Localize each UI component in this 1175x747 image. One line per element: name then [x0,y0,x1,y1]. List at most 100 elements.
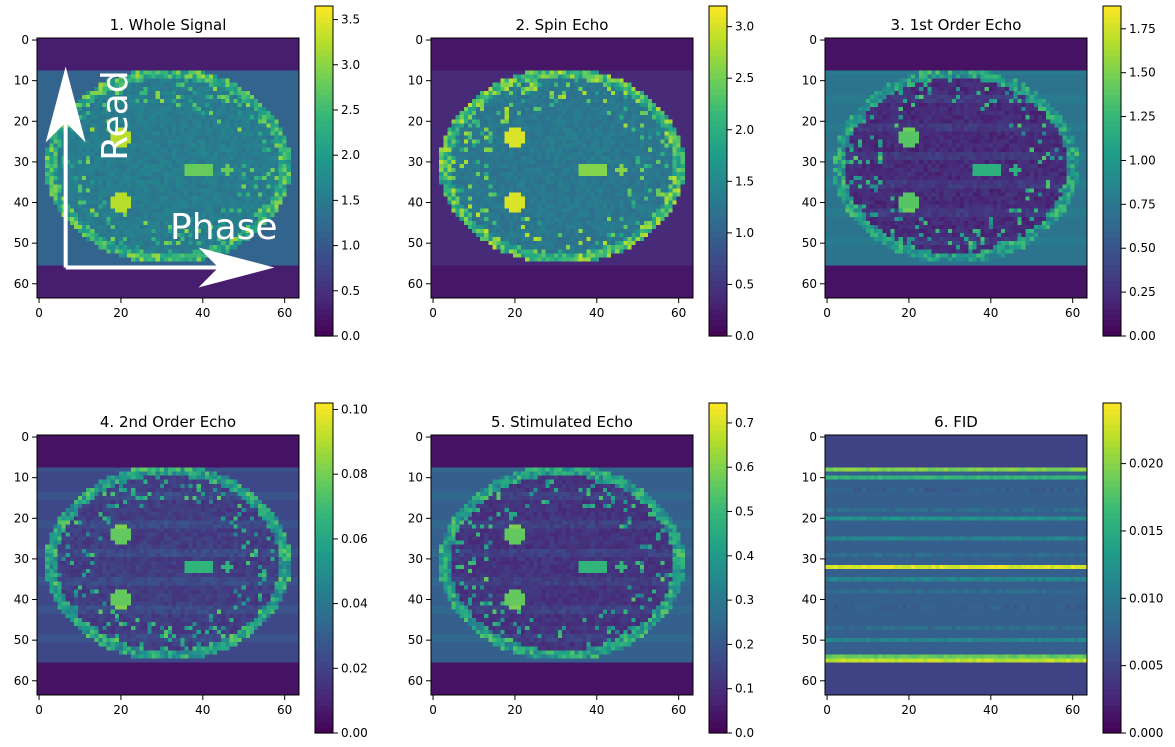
colorbar-segment [315,303,333,310]
read-arrow-head [45,66,86,143]
colorbar-segment [709,617,727,624]
colorbar-segment [315,529,333,536]
colorbar-segment [709,297,727,304]
colorbar-segment [315,634,333,641]
colorbar-segment [315,33,333,40]
colorbar-segment [709,308,727,315]
colorbar-segment [1103,425,1121,432]
colorbar-segment [1103,143,1121,150]
x-tick-label: 40 [589,306,604,320]
colorbar-segment [709,55,727,62]
colorbar-segment [315,672,333,679]
colorbar-segment [1103,61,1121,68]
colorbar-segment [709,518,727,525]
colorbar-segment [709,330,727,337]
colorbar-segment [1103,535,1121,542]
colorbar-segment [315,149,333,156]
colorbar-segment [1103,491,1121,498]
colorbar-segment [1103,94,1121,101]
colorbar-tick-label: 0.06 [341,532,368,546]
colorbar-segment [1103,209,1121,216]
colorbar-segment [709,612,727,619]
colorbar-segment [315,182,333,189]
colorbar-segment [1103,606,1121,613]
colorbar-segment [709,116,727,123]
colorbar-frame [314,5,334,337]
colorbar-segment [1103,645,1121,652]
colorbar-tick-label: 2.0 [341,148,360,162]
colorbar-segment [709,17,727,24]
y-tick-label: 30 [408,155,423,169]
colorbar-segment [709,436,727,443]
colorbar-segment [315,116,333,123]
colorbar-segment [709,722,727,729]
colorbar-tick-label: 0.10 [341,402,368,416]
colorbar-segment [1103,83,1121,90]
colorbar-segment [315,595,333,602]
colorbar-segment [709,623,727,630]
colorbar-segment [709,529,727,536]
x-tick-label: 0 [35,703,43,717]
colorbar-segment [315,77,333,84]
colorbar-segment [1103,6,1121,13]
colorbar-segment [709,99,727,106]
colorbar-segment [709,314,727,321]
colorbar-tick-label: 1.50 [1129,66,1156,80]
heatmap-image [431,435,693,695]
colorbar-segment [315,628,333,635]
colorbar-tick-label: 1.25 [1129,110,1156,124]
colorbar-segment [709,645,727,652]
colorbar-segment [315,275,333,282]
colorbar-segment [709,606,727,613]
y-tick-label: 10 [408,74,423,88]
colorbar-segment [709,535,727,542]
colorbar-segment [315,507,333,514]
colorbar-tick-label: 1.5 [341,193,360,207]
colorbar-segment [315,601,333,608]
colorbar-segment [315,436,333,443]
colorbar: 0.0 0.5 1.0 1.5 2.0 2.5 3.0 [708,5,754,343]
x-tick-label: 60 [1065,703,1080,717]
x-tick-label: 20 [901,703,916,717]
colorbar-tick-label: 0.0 [341,329,360,343]
subplot-5: 5. Stimulated Echo 0 20 40 60 0 10 20 30 40 50 60 0.… [408,402,754,740]
colorbar-segment [1103,187,1121,194]
colorbar-segment [315,160,333,167]
colorbar-segment [709,667,727,674]
colorbar-segment [315,297,333,304]
colorbar-tick-label: 0.08 [341,467,368,481]
colorbar-segment [1103,138,1121,145]
y-tick-label: 40 [408,196,423,210]
x-tick-label: 20 [113,703,128,717]
axes-frame [824,434,1088,696]
colorbar-segment [709,160,727,167]
y-tick-label: 40 [802,593,817,607]
colorbar-segment [1103,447,1121,454]
colorbar-tick-label: 0.2 [735,637,754,651]
colorbar-segment [315,99,333,106]
colorbar-segment [315,127,333,134]
y-tick-label: 50 [14,633,29,647]
colorbar-segment [709,28,727,35]
colorbar-segment [315,83,333,90]
colorbar-segment [1103,77,1121,84]
x-tick-label: 60 [671,703,686,717]
colorbar-segment [709,105,727,112]
colorbar-segment [1103,55,1121,62]
colorbar-segment [709,215,727,222]
colorbar-segment [1103,72,1121,79]
colorbar-segment [709,270,727,277]
colorbar-segment [709,6,727,13]
colorbar-segment [709,319,727,326]
colorbar-segment [709,496,727,503]
colorbar-segment [1103,623,1121,630]
colorbar-segment [315,209,333,216]
colorbar-segment [709,502,727,509]
colorbar-segment [315,480,333,487]
colorbar-segment [1103,182,1121,189]
colorbar-segment [315,215,333,222]
colorbar-segment [315,408,333,415]
colorbar-segment [709,61,727,68]
colorbar-segment [315,308,333,315]
